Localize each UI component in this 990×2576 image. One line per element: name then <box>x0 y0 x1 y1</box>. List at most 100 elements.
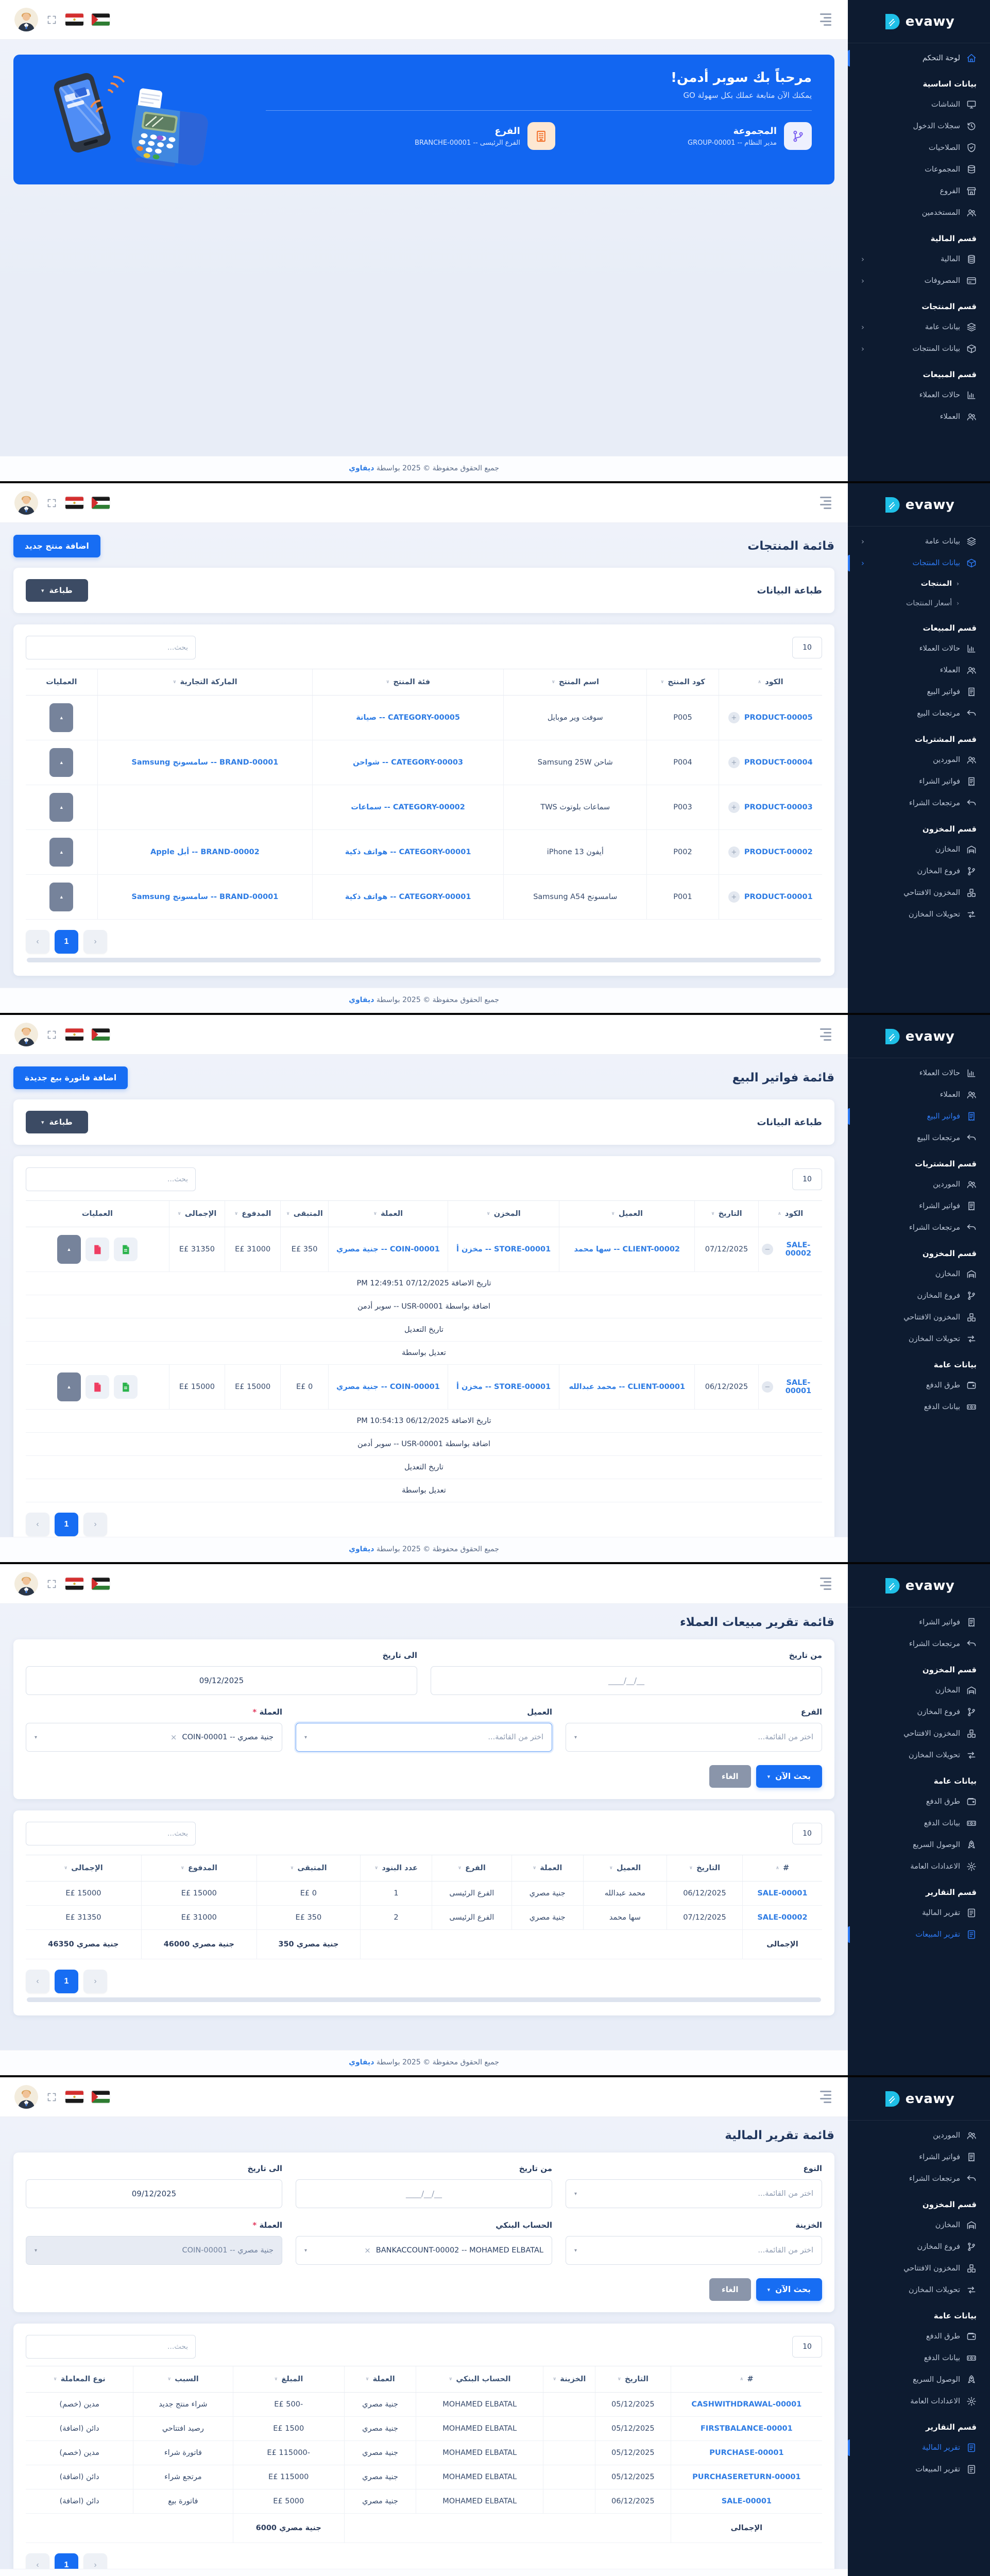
sidebar-item[interactable]: مرتجعات الشراء <box>848 792 990 814</box>
cell-link[interactable]: BRAND-00001 -- سامسونج Samsung <box>131 758 279 767</box>
sidebar-item[interactable]: فواتير الشراء <box>848 771 990 792</box>
cell-link[interactable]: BRAND-00001 -- سامسونج Samsung <box>131 893 279 901</box>
row-actions-button[interactable]: ▲ <box>49 703 74 732</box>
branch-select[interactable]: اختر من القائمة... ▾ <box>566 1723 822 1752</box>
bank-account-select[interactable]: BANKACCOUNT-00002 -- MOHAMED ELBATAL × ▾ <box>296 2236 552 2265</box>
app-logo[interactable]: evawy <box>848 1015 990 1058</box>
sidebar-item[interactable]: فروع المخازن <box>848 1285 990 1307</box>
fullscreen-icon[interactable] <box>46 1029 57 1040</box>
sidebar-item[interactable]: تحويلات المخازن <box>848 1744 990 1766</box>
sidebar-item[interactable]: المخزون الافتتاحي <box>848 1307 990 1328</box>
type-select[interactable]: اختر من القائمة... ▾ <box>566 2179 822 2208</box>
column-header[interactable]: المدفوع ∨ <box>225 1200 281 1227</box>
cancel-button[interactable]: الغاء <box>709 1765 751 1788</box>
sidebar-item[interactable]: تقرير المبيعات <box>848 1924 990 1945</box>
cell-link[interactable]: CATEGORY-00001 -- هواتف ذكية <box>345 893 471 901</box>
sidebar-item[interactable]: المصروفات ‹ <box>848 270 990 292</box>
sidebar-item[interactable]: بيانات الدفع <box>848 1396 990 1418</box>
cell-link[interactable]: CATEGORY-00003 -- شواحن <box>353 758 464 767</box>
pagination-prev[interactable]: ‹ <box>26 2553 49 2569</box>
palestine-flag-icon[interactable] <box>92 13 110 26</box>
sidebar-item[interactable]: فواتير البيع <box>848 681 990 703</box>
print-button[interactable]: طباعة ▾ <box>26 579 88 602</box>
cancel-button[interactable]: الغاء <box>709 2278 751 2301</box>
pagination-page-1[interactable]: 1 <box>55 1513 78 1536</box>
page-size-select[interactable]: 10 <box>792 1168 822 1190</box>
add-product-button[interactable]: اضافة منتج جديد <box>13 535 100 557</box>
column-header[interactable]: الماركة التجارية ∨ <box>97 669 313 696</box>
search-input[interactable] <box>26 636 196 659</box>
pagination-next[interactable]: › <box>83 1513 107 1536</box>
sidebar-item[interactable]: فواتير الشراء <box>848 1195 990 1217</box>
sidebar-item[interactable]: تحويلات المخازن <box>848 904 990 925</box>
sidebar-item[interactable]: فواتير الشراء <box>848 1612 990 1633</box>
search-input[interactable] <box>26 1167 196 1191</box>
sidebar-item[interactable]: بيانات الدفع <box>848 2347 990 2369</box>
sidebar-item[interactable]: الصلاحيات <box>848 137 990 159</box>
pagination-next[interactable]: › <box>83 1970 107 1993</box>
sidebar-item[interactable]: سجلات الدخول <box>848 115 990 137</box>
column-header[interactable]: الحساب البنكي ∨ <box>416 2366 544 2393</box>
column-header[interactable]: الكود ∧ <box>758 1200 822 1227</box>
sidebar-item[interactable]: مرتجعات البيع <box>848 703 990 724</box>
sidebar-item[interactable]: فواتير الشراء <box>848 2146 990 2168</box>
expand-toggle-icon[interactable]: + <box>728 757 740 768</box>
pagination-prev[interactable]: ‹ <box>26 1970 49 1993</box>
app-logo[interactable]: evawy <box>848 2077 990 2121</box>
palestine-flag-icon[interactable] <box>92 1578 110 1590</box>
fullscreen-icon[interactable] <box>46 14 57 25</box>
sidebar-item[interactable]: بيانات المنتجات ‹ <box>848 338 990 360</box>
horizontal-scrollbar[interactable] <box>27 1997 821 2002</box>
column-header[interactable]: عدد البنود ∨ <box>360 1855 433 1882</box>
sidebar-item[interactable]: العملاء <box>848 1084 990 1106</box>
cell-link[interactable]: PURCHASE-00001 <box>709 2449 784 2457</box>
pagination-next[interactable]: › <box>83 2553 107 2569</box>
column-header[interactable]: اسم المنتج ∨ <box>503 669 647 696</box>
column-header[interactable]: الفرع ∨ <box>432 1855 512 1882</box>
expand-toggle-icon[interactable]: + <box>728 802 740 813</box>
from-date-input[interactable]: __/__/____ <box>296 2179 552 2208</box>
column-header[interactable]: # ∧ <box>742 1855 822 1882</box>
pagination-prev[interactable]: ‹ <box>26 930 49 954</box>
search-input[interactable] <box>26 2335 196 2359</box>
cell-link[interactable]: SALE-00002 <box>757 1913 808 1922</box>
column-header[interactable]: نوع المعاملة ∨ <box>26 2366 134 2393</box>
page-size-select[interactable]: 10 <box>792 637 822 658</box>
egypt-flag-icon[interactable] <box>65 1578 83 1590</box>
footer-brand-link[interactable]: ديفاوي <box>349 2058 374 2066</box>
cell-link[interactable]: SALE-00001 <box>757 1889 808 1897</box>
cell-link[interactable]: CATEGORY-00001 -- هواتف ذكية <box>345 848 471 856</box>
sidebar-item[interactable]: المخزون الافتتاحي <box>848 882 990 904</box>
app-logo[interactable]: evawy <box>848 483 990 527</box>
search-now-button[interactable]: بحث الآن ▾ <box>756 1765 822 1788</box>
cell-link[interactable]: SALE-00001 <box>721 2497 772 2505</box>
avatar[interactable] <box>14 2085 38 2109</box>
sidebar-item[interactable]: العملاء <box>848 659 990 681</box>
add-sale-invoice-button[interactable]: اضافة فاتورة بيع جديدة <box>13 1066 128 1089</box>
column-header[interactable]: المتبقى ∨ <box>280 1200 329 1227</box>
sidebar-item[interactable]: حالات العملاء <box>848 638 990 659</box>
sidebar-item[interactable]: فروع المخازن <box>848 2236 990 2258</box>
sidebar-item[interactable]: بيانات الدفع <box>848 1812 990 1834</box>
row-actions-button[interactable]: ▲ <box>49 883 74 911</box>
menu-toggle-icon[interactable] <box>818 1575 833 1592</box>
sidebar-item[interactable]: فروع المخازن <box>848 1701 990 1723</box>
sidebar-item[interactable]: لوحة التحكم <box>848 47 990 69</box>
menu-toggle-icon[interactable] <box>818 2089 833 2105</box>
cell-link[interactable]: STORE-00001 -- مخزن أ <box>456 1245 551 1253</box>
sidebar-item[interactable]: تحويلات المخازن <box>848 2279 990 2301</box>
to-date-input[interactable]: 09/12/2025 <box>26 1666 417 1695</box>
column-header[interactable]: الكود ∧ <box>719 669 822 696</box>
pagination-page-1[interactable]: 1 <box>55 2553 78 2569</box>
sidebar-item[interactable]: المخازن <box>848 1263 990 1285</box>
expand-toggle-icon[interactable]: − <box>761 1244 773 1255</box>
footer-brand-link[interactable]: ديفاوي <box>349 996 374 1004</box>
egypt-flag-icon[interactable] <box>65 2091 83 2103</box>
column-header[interactable]: الخزينة ∨ <box>543 2366 595 2393</box>
cell-link[interactable]: PURCHASERETURN-00001 <box>692 2473 801 2481</box>
record-link[interactable]: SALE-00001 <box>785 1379 812 1395</box>
column-header[interactable]: كود المنتج ∨ <box>646 669 719 696</box>
column-header[interactable]: التاريخ ∨ <box>694 1200 759 1227</box>
cell-link[interactable]: COIN-00001 -- جنية مصري <box>336 1383 440 1391</box>
avatar[interactable] <box>14 1023 38 1046</box>
